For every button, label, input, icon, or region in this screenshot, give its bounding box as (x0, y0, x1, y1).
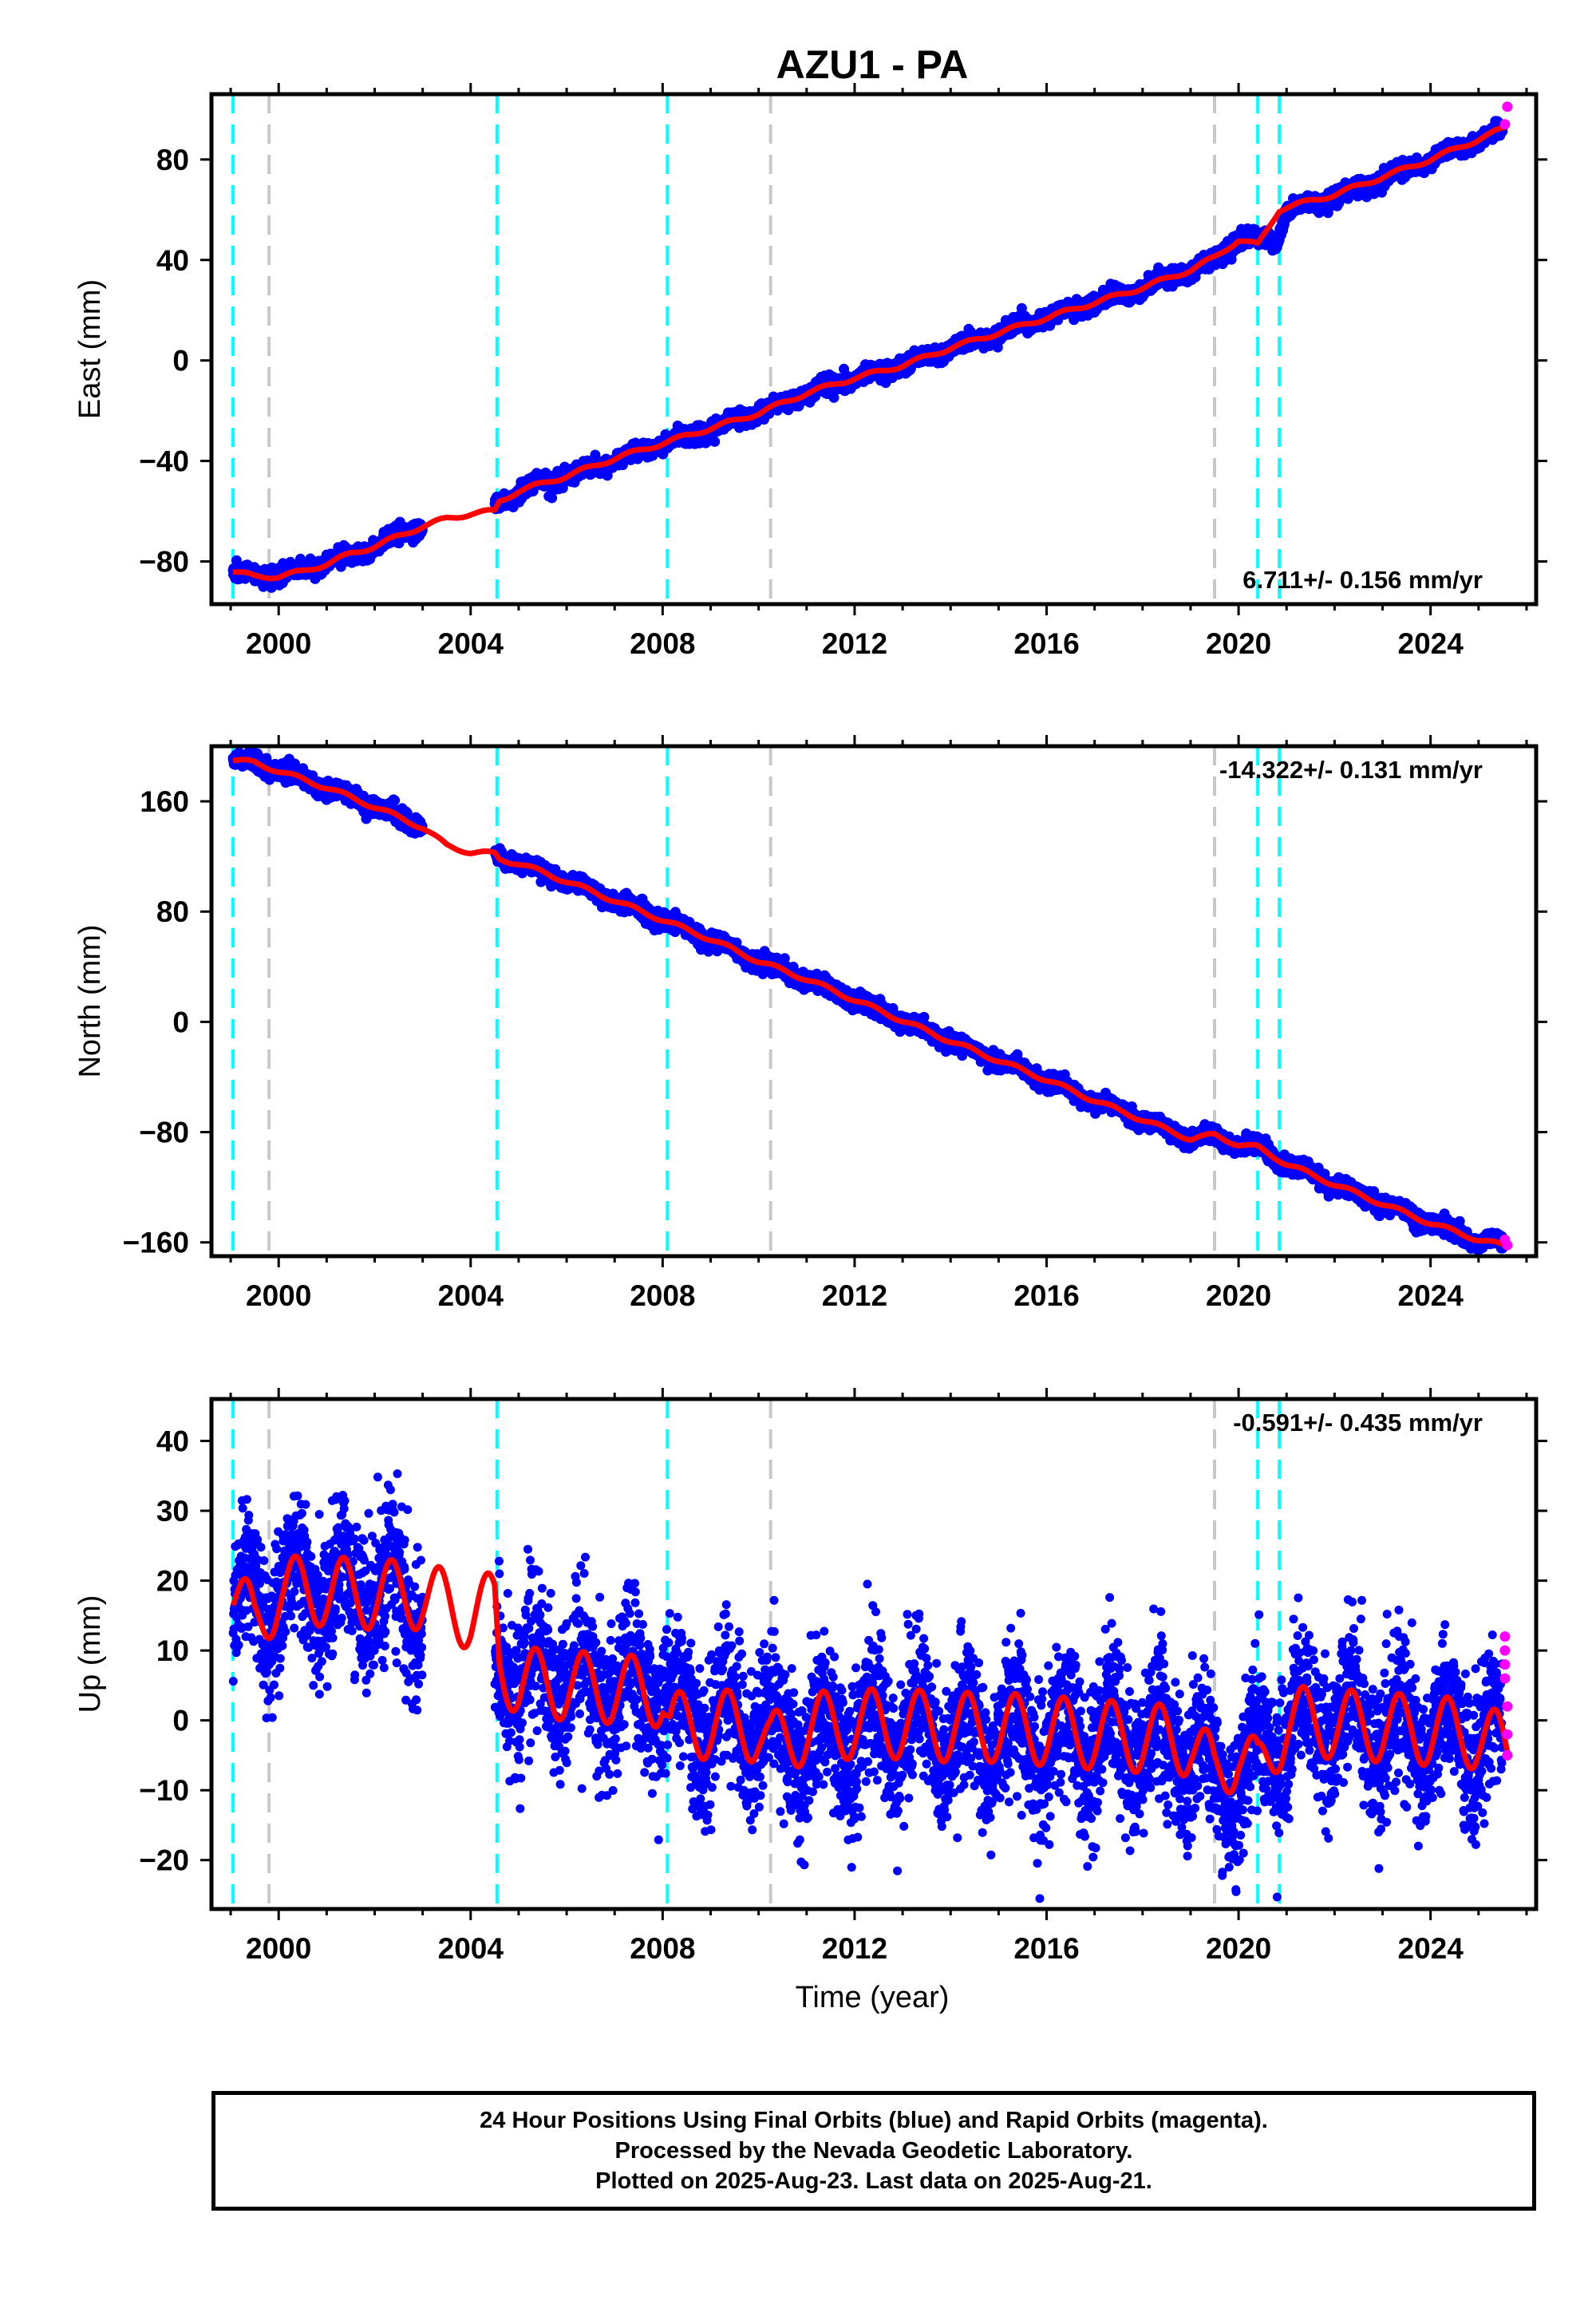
x-tick-label: 2016 (1013, 627, 1079, 660)
panels-group: 2000 2004 2008 2012 2016 2020 2024 80 40 0 −40 −80 E… (73, 83, 1547, 1965)
panel-east: 2000 2004 2008 2012 2016 2020 2024 80 40 0 −40 −80 E… (73, 83, 1547, 660)
rapid-orbit-point (1499, 119, 1510, 129)
y-tick-label: 0 (172, 345, 189, 377)
y-axis-title: East (mm) (73, 279, 107, 419)
x-tick-label: 2004 (438, 627, 504, 660)
data-point (389, 795, 400, 805)
x-tick-label: 2008 (630, 627, 695, 660)
y-tick-label: 40 (156, 244, 189, 277)
final-orbit-points (228, 116, 1508, 593)
y-tick-label: 80 (156, 144, 189, 176)
x-tick-label: 2000 (246, 627, 311, 660)
y-tick-label: −40 (139, 445, 189, 478)
y-tick-label: −80 (139, 545, 189, 578)
velocity-label: 6.711+/- 0.156 mm/yr (1242, 566, 1483, 594)
chart-title: AZU1 - PA (776, 42, 969, 87)
x-tick-label: 2024 (1398, 627, 1464, 660)
rapid-orbit-point (1502, 101, 1512, 112)
x-tick-label: 2020 (1206, 627, 1271, 660)
data-point (709, 437, 720, 447)
plot-area (228, 746, 1513, 1256)
plot-area (228, 94, 1513, 604)
x-tick-label: 2012 (822, 627, 887, 660)
